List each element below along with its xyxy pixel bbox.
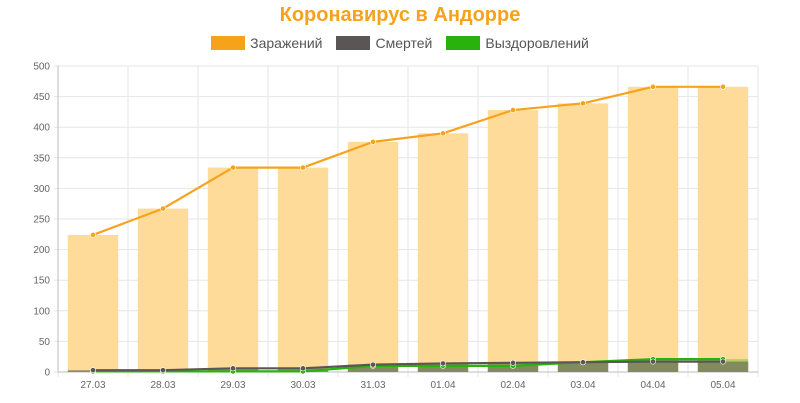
bar-infected	[67, 234, 119, 372]
x-tick-label: 01.04	[430, 380, 455, 391]
series-deaths-point	[230, 365, 236, 372]
series-infected-point	[650, 83, 656, 90]
series-deaths-point	[160, 367, 166, 374]
bar-infected	[347, 141, 399, 372]
y-tick-label: 500	[33, 62, 50, 73]
series-deaths-line	[93, 360, 723, 372]
series-deaths-point	[510, 359, 516, 366]
bar-deaths	[697, 361, 749, 372]
series-infected-point	[370, 138, 376, 145]
legend-item-deaths[interactable]: Смертей	[336, 35, 432, 51]
legend-label-recovered: Выздоровлений	[485, 35, 589, 51]
legend-item-infected[interactable]: Заражений	[211, 35, 322, 51]
bar-infected	[697, 86, 749, 373]
series-infected-point	[300, 164, 306, 171]
legend-item-recovered[interactable]: Выздоровлений	[446, 35, 589, 51]
bar-deaths	[557, 362, 609, 372]
x-tick-label: 05.04	[710, 380, 735, 391]
y-tick-label: 250	[33, 215, 50, 226]
series-deaths-point	[580, 359, 586, 366]
y-tick-label: 150	[33, 276, 50, 287]
x-tick-label: 30.03	[290, 380, 315, 391]
bar-deaths	[627, 361, 679, 372]
y-tick-label: 50	[39, 337, 51, 348]
y-tick-label: 450	[33, 92, 50, 103]
series-infected-point	[90, 232, 96, 238]
legend-label-deaths: Смертей	[375, 35, 433, 51]
series-deaths-point	[90, 367, 96, 374]
series-infected-point	[720, 83, 726, 90]
y-tick-label: 350	[33, 153, 50, 164]
series-infected-point	[440, 130, 446, 137]
series-deaths-point	[370, 361, 376, 368]
y-tick-label: 100	[33, 306, 50, 317]
series-infected-line	[92, 85, 723, 236]
x-tick-label: 03.04	[570, 380, 595, 391]
series-recovered-line	[93, 358, 723, 373]
series-infected-point	[510, 107, 516, 113]
series-deaths-point	[440, 360, 446, 367]
series-deaths-point	[300, 365, 306, 372]
bar-infected	[137, 208, 189, 372]
bar-infected	[417, 133, 469, 372]
bar-infected	[207, 167, 259, 372]
x-tick-label: 27.03	[80, 380, 105, 391]
bar-infected	[627, 86, 679, 373]
legend-swatch-infected	[211, 36, 246, 50]
x-tick-label: 04.04	[640, 380, 665, 391]
series-infected-point	[230, 164, 236, 171]
series-infected-point	[160, 205, 166, 212]
legend: Заражений Смертей Выздоровлений	[0, 35, 800, 51]
series-deaths-point	[720, 358, 726, 365]
y-tick-label: 200	[33, 245, 50, 256]
y-tick-label: 400	[33, 123, 50, 134]
series-deaths-point	[650, 358, 656, 365]
bar-infected	[277, 167, 329, 372]
y-tick-label: 0	[44, 368, 50, 379]
x-tick-label: 31.03	[360, 380, 385, 391]
bar-infected	[557, 103, 609, 372]
bar-infected	[487, 110, 539, 373]
x-tick-label: 28.03	[150, 380, 175, 391]
legend-swatch-recovered	[446, 36, 481, 50]
x-tick-label: 29.03	[220, 380, 245, 391]
x-tick-label: 02.04	[500, 380, 525, 391]
legend-swatch-deaths	[336, 36, 371, 50]
legend-label-infected: Заражений	[250, 35, 323, 51]
y-tick-label: 300	[33, 184, 50, 195]
chart-title: Коронавирус в Андорре	[279, 4, 521, 26]
series-infected-point	[580, 100, 586, 107]
